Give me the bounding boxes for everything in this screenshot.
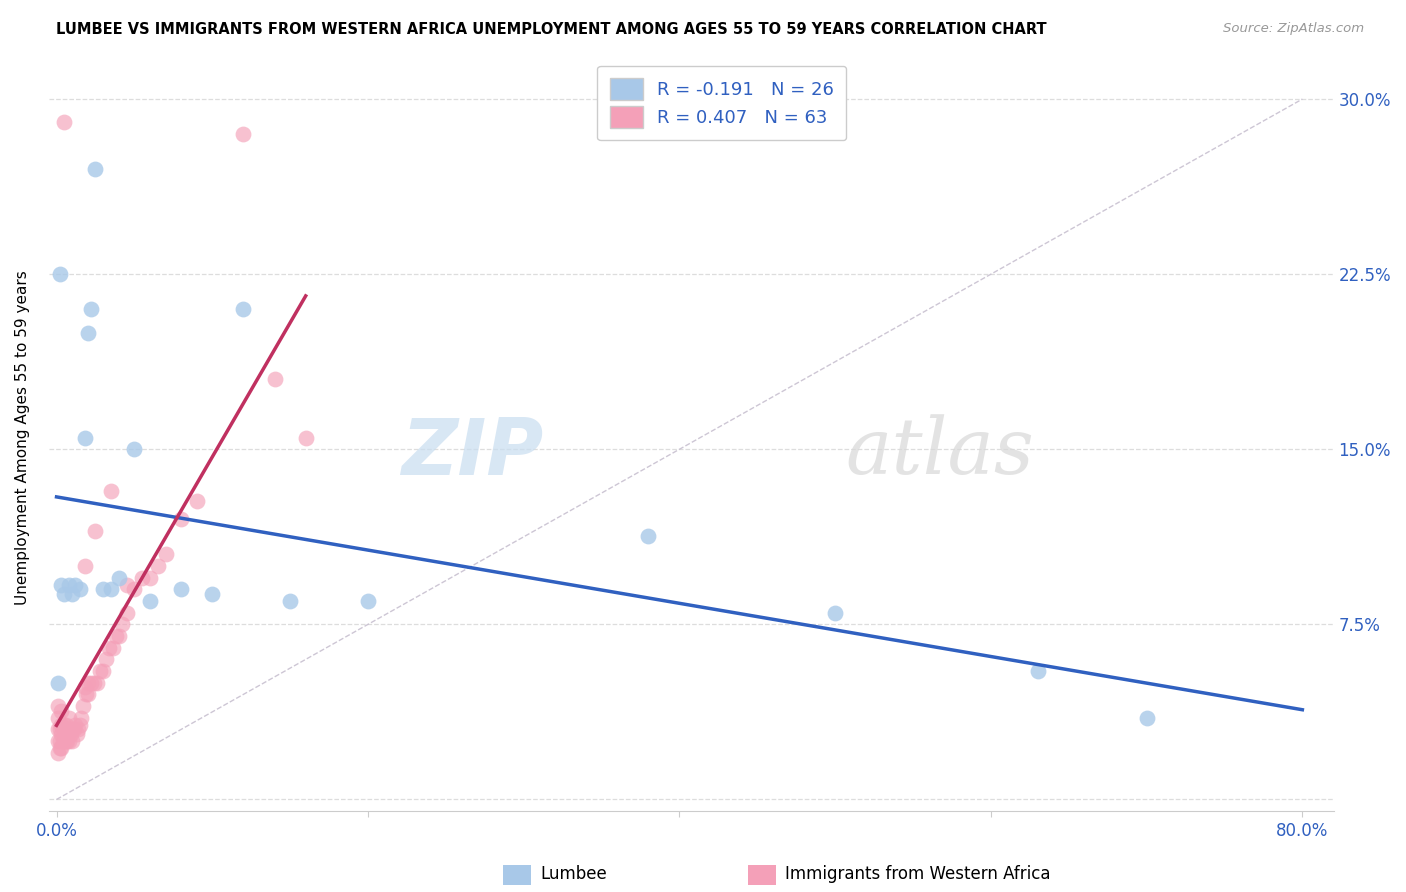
- Point: [76, 687, 98, 701]
- Text: ZIP: ZIP: [401, 415, 543, 491]
- Point: [80, 302, 103, 317]
- Point: [60, 587, 83, 601]
- Point: [75, 687, 97, 701]
- Point: [73, 431, 96, 445]
- Point: [294, 431, 316, 445]
- Point: [73, 681, 96, 695]
- Point: [53, 734, 76, 748]
- Point: [52, 723, 75, 737]
- Point: [170, 582, 193, 597]
- Point: [58, 734, 80, 748]
- Point: [86, 675, 108, 690]
- Point: [70, 711, 93, 725]
- Point: [48, 723, 70, 737]
- Point: [111, 617, 134, 632]
- Point: [232, 302, 254, 317]
- Point: [58, 577, 80, 591]
- Point: [84, 524, 107, 538]
- Point: [48, 267, 70, 281]
- Point: [46, 746, 69, 760]
- Point: [65, 717, 87, 731]
- Point: [101, 640, 124, 655]
- Point: [51, 741, 73, 756]
- Point: [1136, 711, 1159, 725]
- Point: [51, 727, 73, 741]
- Text: atlas: atlas: [845, 415, 1033, 491]
- Point: [69, 582, 91, 597]
- Point: [58, 711, 80, 725]
- Point: [76, 326, 98, 340]
- Point: [72, 699, 94, 714]
- Point: [53, 587, 76, 601]
- Point: [60, 723, 83, 737]
- Point: [1026, 664, 1049, 678]
- Point: [108, 571, 131, 585]
- Point: [53, 115, 76, 129]
- Point: [56, 734, 79, 748]
- Point: [155, 547, 177, 561]
- Point: [73, 559, 96, 574]
- Point: [115, 606, 138, 620]
- Legend: R = -0.191   N = 26, R = 0.407   N = 63: R = -0.191 N = 26, R = 0.407 N = 63: [598, 66, 846, 140]
- Point: [124, 582, 146, 597]
- Point: [357, 594, 380, 608]
- Point: [146, 559, 169, 574]
- Point: [48, 734, 70, 748]
- Point: [66, 727, 89, 741]
- Point: [91, 664, 114, 678]
- Point: [232, 127, 254, 141]
- Point: [55, 717, 77, 731]
- Text: LUMBEE VS IMMIGRANTS FROM WESTERN AFRICA UNEMPLOYMENT AMONG AGES 55 TO 59 YEARS : LUMBEE VS IMMIGRANTS FROM WESTERN AFRICA…: [56, 22, 1047, 37]
- Point: [89, 664, 111, 678]
- Point: [56, 723, 79, 737]
- Point: [69, 717, 91, 731]
- Point: [52, 734, 75, 748]
- Point: [62, 723, 84, 737]
- Point: [51, 704, 73, 718]
- Point: [46, 711, 69, 725]
- Point: [278, 594, 301, 608]
- Point: [60, 734, 83, 748]
- Point: [59, 727, 82, 741]
- Point: [98, 640, 121, 655]
- Point: [96, 652, 118, 666]
- Point: [46, 675, 69, 690]
- Point: [65, 577, 87, 591]
- Point: [55, 734, 77, 748]
- Point: [108, 629, 131, 643]
- Point: [91, 582, 114, 597]
- Point: [100, 582, 122, 597]
- Point: [100, 484, 122, 499]
- Point: [83, 675, 105, 690]
- Point: [104, 629, 127, 643]
- Point: [263, 372, 285, 386]
- Point: [186, 493, 208, 508]
- Point: [53, 717, 76, 731]
- Point: [51, 577, 73, 591]
- Point: [51, 717, 73, 731]
- Point: [170, 512, 193, 526]
- Text: Source: ZipAtlas.com: Source: ZipAtlas.com: [1223, 22, 1364, 36]
- Point: [84, 162, 107, 177]
- Point: [824, 606, 846, 620]
- Point: [46, 723, 69, 737]
- Point: [637, 528, 659, 542]
- Point: [139, 571, 162, 585]
- Point: [80, 675, 103, 690]
- Point: [76, 675, 98, 690]
- Point: [115, 577, 138, 591]
- Point: [131, 571, 153, 585]
- Point: [67, 723, 90, 737]
- Y-axis label: Unemployment Among Ages 55 to 59 years: Unemployment Among Ages 55 to 59 years: [15, 270, 30, 605]
- Point: [201, 587, 224, 601]
- Text: Lumbee: Lumbee: [540, 865, 606, 883]
- Point: [124, 442, 146, 457]
- Point: [46, 699, 69, 714]
- Text: Immigrants from Western Africa: Immigrants from Western Africa: [785, 865, 1050, 883]
- Point: [48, 741, 70, 756]
- Point: [46, 734, 69, 748]
- Point: [139, 594, 162, 608]
